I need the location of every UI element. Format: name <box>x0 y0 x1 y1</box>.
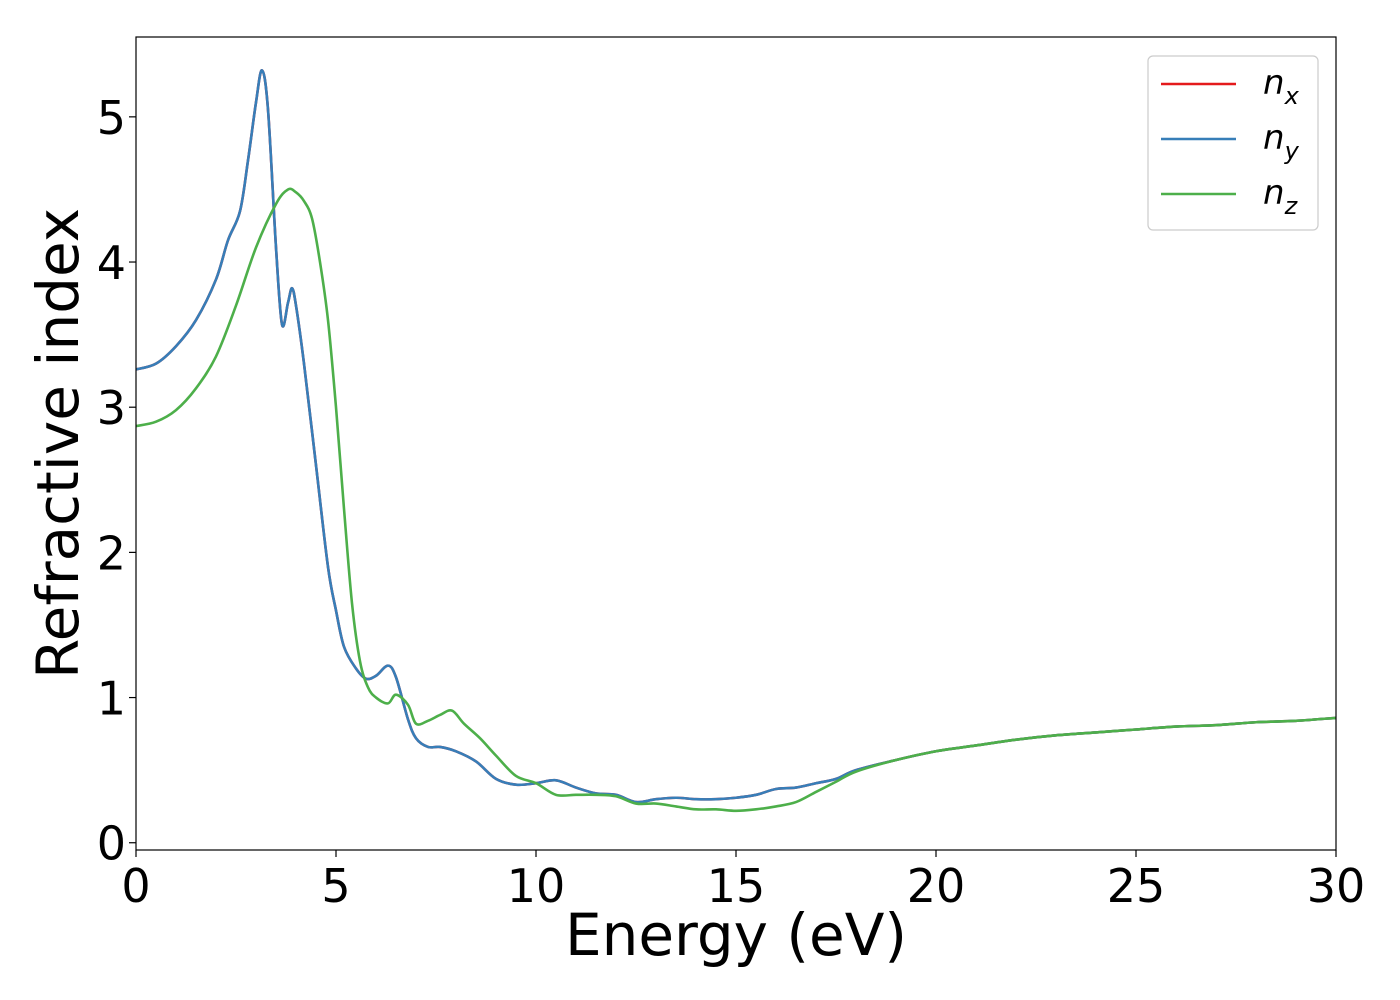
legend-label-ny: ny <box>1263 118 1300 165</box>
legend-label-base: n <box>1263 173 1285 213</box>
series-layer <box>136 69 1336 813</box>
legend-box <box>1147 55 1319 231</box>
legend-label-subscript: z <box>1284 192 1299 220</box>
y-tick-label: 0 <box>97 817 126 871</box>
legend-label-subscript: y <box>1284 137 1300 165</box>
y-tick-label: 1 <box>97 672 126 726</box>
x-tick-label: 30 <box>1307 859 1366 913</box>
legend-label-nz: nz <box>1263 173 1299 220</box>
y-axis-label: Refractive index <box>24 208 92 679</box>
x-tick-label: 10 <box>507 859 566 913</box>
legend-label-subscript: x <box>1284 82 1300 110</box>
y-tick-label: 3 <box>97 381 126 435</box>
x-axis-label: Energy (eV) <box>565 901 907 969</box>
series-line-nz <box>136 187 1336 813</box>
legend-label-nx: nx <box>1263 63 1300 110</box>
y-tick-label: 4 <box>97 236 126 290</box>
tick-layer: 0 5 10 15 20 25 30 0 1 2 3 4 5 <box>97 91 1366 913</box>
y-tick-label: 2 <box>97 526 126 580</box>
x-tick-label: 20 <box>907 859 966 913</box>
x-tick-label: 0 <box>121 859 150 913</box>
y-tick-label: 5 <box>97 91 126 145</box>
x-tick-label: 5 <box>321 859 350 913</box>
x-tick-label: 25 <box>1107 859 1166 913</box>
legend-label-base: n <box>1263 63 1285 103</box>
x-tick-label: 15 <box>707 859 766 913</box>
legend-label-base: n <box>1263 118 1285 158</box>
